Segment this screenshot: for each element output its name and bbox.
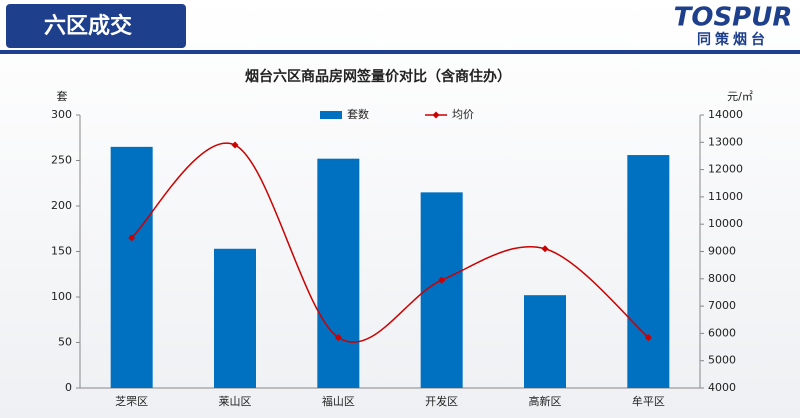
legend-marker bbox=[432, 111, 440, 119]
price-marker bbox=[541, 245, 549, 253]
price-marker bbox=[334, 333, 342, 341]
price-line bbox=[131, 142, 649, 343]
bar bbox=[214, 248, 256, 388]
bar bbox=[317, 158, 360, 388]
y-tick-label: 200 bbox=[51, 199, 72, 212]
y2-tick-label: 7000 bbox=[708, 299, 736, 312]
legend-swatch bbox=[320, 111, 342, 119]
y2-tick-label: 13000 bbox=[708, 135, 743, 148]
y2-tick-label: 10000 bbox=[708, 217, 743, 230]
legend-label: 套数 bbox=[347, 108, 369, 121]
legend-label: 均价 bbox=[452, 108, 474, 121]
brand: TOSPUR bbox=[674, 3, 793, 33]
y2-tick-label: 12000 bbox=[708, 163, 743, 176]
y-tick-label: 300 bbox=[51, 108, 72, 121]
price-marker bbox=[231, 141, 239, 149]
x-tick-label: 芝罘区 bbox=[115, 395, 148, 408]
y-tick-label: 250 bbox=[51, 154, 72, 167]
y-tick-label: 0 bbox=[65, 381, 72, 394]
price-marker bbox=[128, 234, 136, 242]
x-tick-label: 开发区 bbox=[425, 394, 458, 408]
price-marker bbox=[644, 333, 652, 341]
y2-tick-label: 9000 bbox=[708, 245, 736, 258]
y2-tick-label: 14000 bbox=[708, 108, 743, 121]
x-tick-label: 福山区 bbox=[322, 394, 355, 408]
y2-tick-label: 11000 bbox=[708, 190, 743, 203]
page-title: 六区成交 bbox=[44, 13, 132, 39]
bar bbox=[524, 295, 566, 388]
title-box bbox=[6, 4, 186, 48]
bar bbox=[627, 155, 670, 388]
y-tick-label: 100 bbox=[51, 290, 72, 303]
y-tick-label: 150 bbox=[51, 245, 72, 258]
y2-tick-label: 4000 bbox=[708, 381, 736, 394]
header-rule bbox=[0, 50, 800, 54]
x-tick-label: 牟平区 bbox=[632, 394, 665, 408]
y2-tick-label: 5000 bbox=[708, 354, 736, 367]
chart-title: 烟台六区商品房网签量价对比（含商住办） bbox=[245, 68, 511, 85]
x-tick-label: 高新区 bbox=[529, 394, 562, 408]
y2-tick-label: 6000 bbox=[708, 326, 736, 339]
bar bbox=[420, 192, 463, 388]
x-tick-label: 莱山区 bbox=[219, 395, 252, 408]
y2-tick-label: 8000 bbox=[708, 272, 736, 285]
y2-axis-label: 元/㎡ bbox=[727, 90, 753, 103]
brand-subtitle: 同策烟台 bbox=[697, 31, 769, 48]
y-axis-label: 套 bbox=[57, 90, 68, 103]
bar bbox=[110, 146, 153, 388]
price-marker bbox=[438, 276, 446, 284]
y-tick-label: 50 bbox=[58, 336, 72, 349]
